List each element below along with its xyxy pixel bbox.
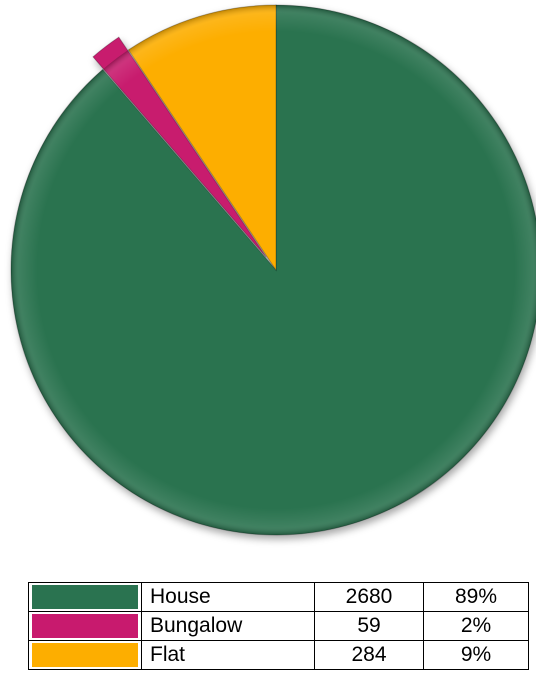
legend-label-flat: Flat	[141, 640, 315, 670]
table-row-bungalow: Bungalow 59 2%	[28, 611, 529, 641]
legend-swatch-house	[32, 585, 138, 609]
legend-swatch-bungalow	[32, 614, 138, 638]
percent-house: 89%	[423, 582, 529, 612]
legend-label-house: House	[141, 582, 315, 612]
swatch-cell-bungalow	[28, 611, 142, 641]
legend-label-bungalow: Bungalow	[141, 611, 315, 641]
table-row-house: House 2680 89%	[28, 582, 529, 612]
legend-swatch-flat	[32, 643, 138, 667]
pie-chart	[10, 4, 536, 536]
pie-slices	[10, 4, 536, 536]
swatch-cell-flat	[28, 640, 142, 670]
percent-bungalow: 2%	[423, 611, 529, 641]
count-flat: 284	[314, 640, 424, 670]
count-bungalow: 59	[314, 611, 424, 641]
count-house: 2680	[314, 582, 424, 612]
swatch-cell-house	[28, 582, 142, 612]
legend-table: House 2680 89% Bungalow 59 2% Flat 284 9…	[28, 582, 529, 670]
percent-flat: 9%	[423, 640, 529, 670]
table-row-flat: Flat 284 9%	[28, 640, 529, 670]
